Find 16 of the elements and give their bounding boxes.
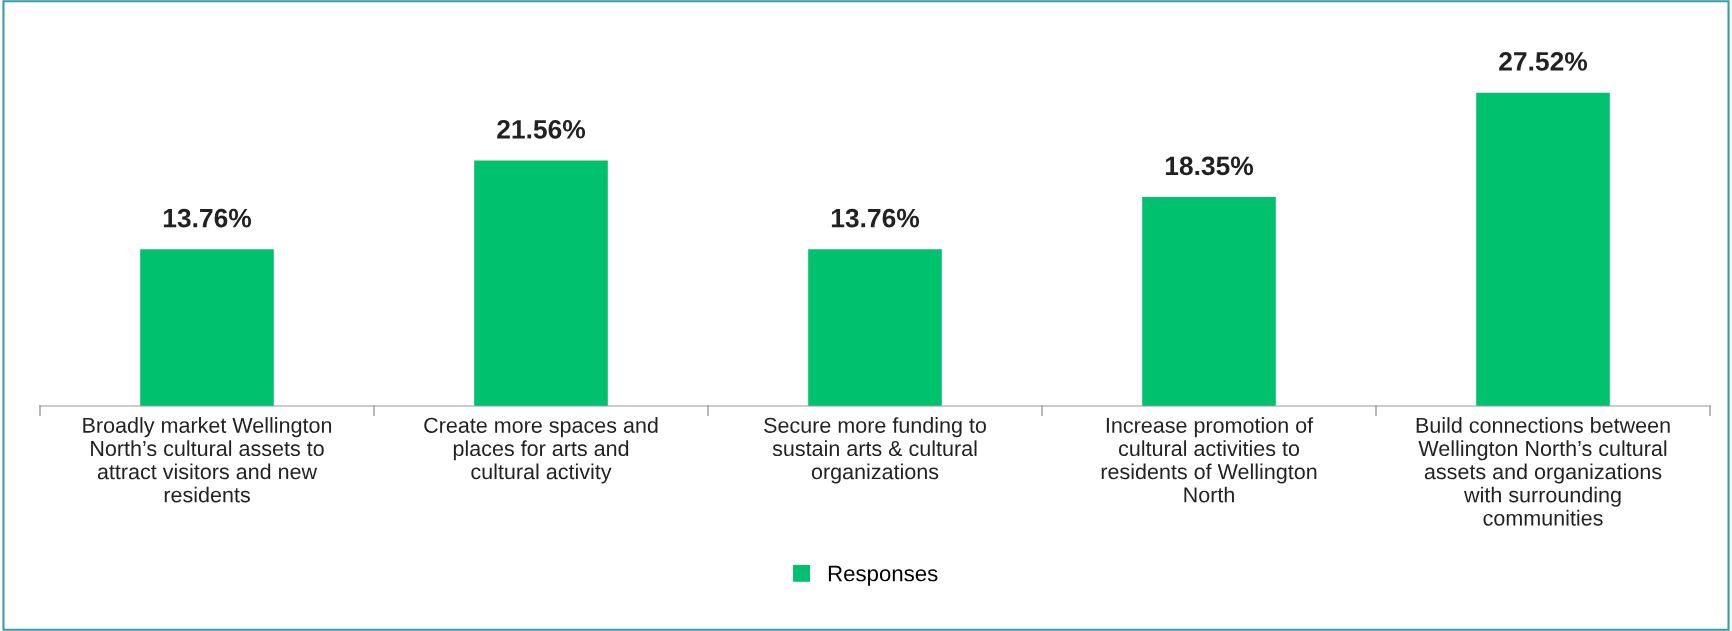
- data-label: 13.76%: [163, 208, 252, 228]
- bar: [140, 249, 274, 406]
- x-tick-label: Secure more funding to sustain arts & cultural organizations: [764, 417, 986, 484]
- bar: [474, 160, 608, 406]
- data-label: 27.52%: [1499, 52, 1588, 71]
- bar: [808, 249, 942, 406]
- x-tick-label: Build connections between Wellington North’s cultural assets and organizations with surrounding communities: [1416, 417, 1670, 526]
- bar: [1476, 92, 1610, 406]
- data-label: 21.56%: [497, 119, 586, 139]
- bar: [1142, 197, 1276, 406]
- x-tick-label: Create more spaces and places for arts and cultural activity: [424, 417, 658, 484]
- data-label: 13.76%: [831, 208, 920, 228]
- x-tick-label: Increase promotion of cultural activities to residents of Wellington North: [1101, 417, 1317, 503]
- data-label: 18.35%: [1165, 156, 1254, 176]
- x-tick-label: Broadly market Wellington North’s cultural assets to attract visitors and new residents: [83, 417, 332, 503]
- legend-label: Responses: [828, 565, 938, 586]
